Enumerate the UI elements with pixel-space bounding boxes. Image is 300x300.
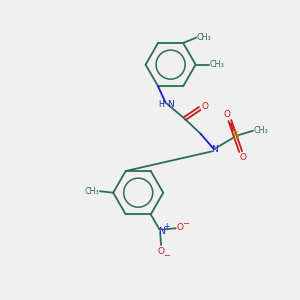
- Text: −: −: [163, 251, 170, 260]
- Text: +: +: [163, 222, 169, 231]
- Text: CH₃: CH₃: [197, 33, 212, 42]
- Text: −: −: [182, 219, 189, 228]
- Text: O: O: [177, 223, 184, 232]
- Text: CH₃: CH₃: [254, 126, 268, 135]
- Text: O: O: [202, 101, 209, 110]
- Text: N: N: [158, 227, 164, 236]
- Text: O: O: [224, 110, 230, 119]
- Text: O: O: [240, 153, 247, 162]
- Text: N: N: [167, 100, 174, 109]
- Text: S: S: [232, 131, 238, 141]
- Text: CH₃: CH₃: [209, 60, 224, 69]
- Text: O: O: [158, 247, 164, 256]
- Text: N: N: [211, 145, 218, 154]
- Text: CH₃: CH₃: [84, 187, 99, 196]
- Text: H: H: [158, 100, 164, 109]
